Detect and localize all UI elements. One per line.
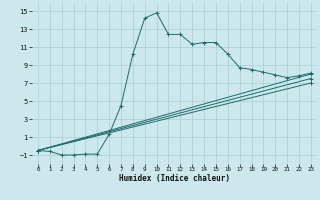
X-axis label: Humidex (Indice chaleur): Humidex (Indice chaleur) <box>119 174 230 183</box>
